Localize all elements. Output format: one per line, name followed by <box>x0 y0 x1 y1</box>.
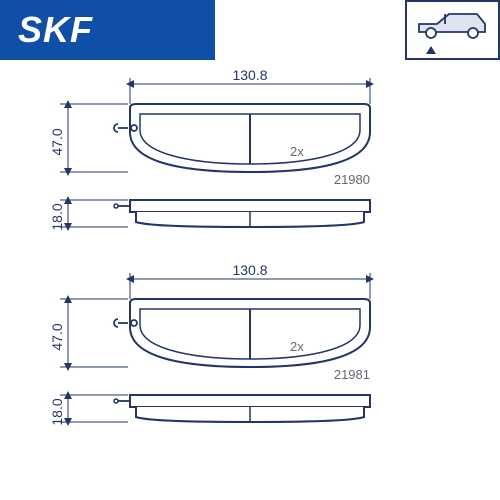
thickness-dimension-2: 18.0 <box>49 398 65 425</box>
height-dimension-2: 47.0 <box>49 323 65 350</box>
width-dimension-1: 130.8 <box>232 70 267 83</box>
part-number-1: 21980 <box>334 172 370 187</box>
qty-label-1: 2x <box>290 144 304 159</box>
thickness-dimension-1: 18.0 <box>49 203 65 230</box>
technical-drawing: 130.8 47.0 2x 21980 18.0 130.8 <box>0 70 500 500</box>
pad-group-2: 130.8 47.0 2x 21981 18.0 <box>49 262 370 426</box>
part-number-2: 21981 <box>334 367 370 382</box>
logo-box: SKF <box>0 0 215 60</box>
axle-position-icon <box>405 0 500 60</box>
qty-label-2: 2x <box>290 339 304 354</box>
pad-group-1: 130.8 47.0 2x 21980 18.0 <box>49 70 370 231</box>
height-dimension-1: 47.0 <box>49 128 65 155</box>
header: SKF <box>0 0 500 60</box>
width-dimension-2: 130.8 <box>232 262 267 278</box>
logo-text: SKF <box>18 9 93 51</box>
